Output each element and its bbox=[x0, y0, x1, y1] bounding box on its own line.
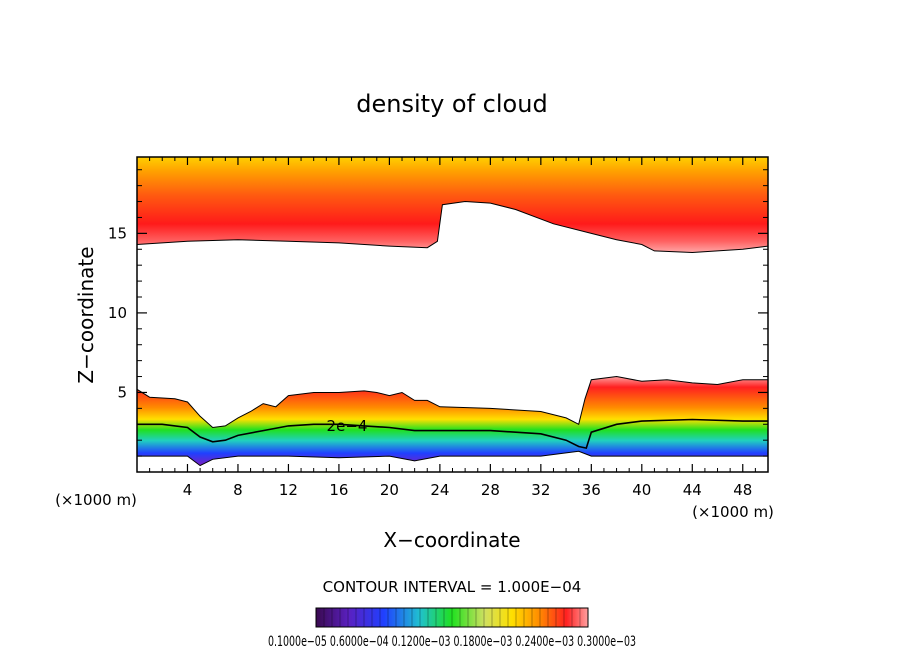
x-tick-label: 36 bbox=[582, 481, 601, 499]
x-tick-label: 20 bbox=[380, 481, 399, 499]
contour-interval-text: CONTOUR INTERVAL = 1.000E−04 bbox=[323, 578, 582, 596]
x-unit-left: (×1000 m) bbox=[55, 491, 137, 509]
x-tick-label: 24 bbox=[430, 481, 449, 499]
x-tick-label: 44 bbox=[683, 481, 702, 499]
chart-title: density of cloud bbox=[356, 90, 547, 118]
y-axis-label: Z−coordinate bbox=[74, 246, 98, 383]
colorbar-labels: 0.1000e−05 0.6000e−04 0.1200e−03 0.1800e… bbox=[268, 634, 636, 650]
x-axis-label: X−coordinate bbox=[383, 528, 520, 552]
x-axis-ticks: 4 8 12 16 20 24 28 32 36 40 44 48 bbox=[149, 157, 756, 499]
contour-line-2e-4 bbox=[137, 418, 768, 450]
lower-cloud-layer bbox=[137, 375, 768, 467]
x-tick-label: 28 bbox=[481, 481, 500, 499]
x-tick-label: 12 bbox=[279, 481, 298, 499]
y-tick-label: 5 bbox=[117, 383, 127, 401]
y-axis-ticks: 5 10 15 bbox=[108, 169, 768, 457]
x-unit-right: (×1000 m) bbox=[692, 503, 774, 521]
x-tick-label: 48 bbox=[733, 481, 752, 499]
y-tick-label: 15 bbox=[108, 224, 127, 242]
x-tick-label: 40 bbox=[632, 481, 651, 499]
y-tick-label: 10 bbox=[108, 304, 127, 322]
x-tick-label: 4 bbox=[183, 481, 193, 499]
x-tick-label: 8 bbox=[233, 481, 243, 499]
upper-cloud-layer bbox=[137, 157, 768, 254]
x-tick-label: 16 bbox=[329, 481, 348, 499]
colorbar-stripes bbox=[323, 608, 581, 627]
contour-label: 2e−4 bbox=[327, 417, 368, 435]
x-tick-label: 32 bbox=[531, 481, 550, 499]
